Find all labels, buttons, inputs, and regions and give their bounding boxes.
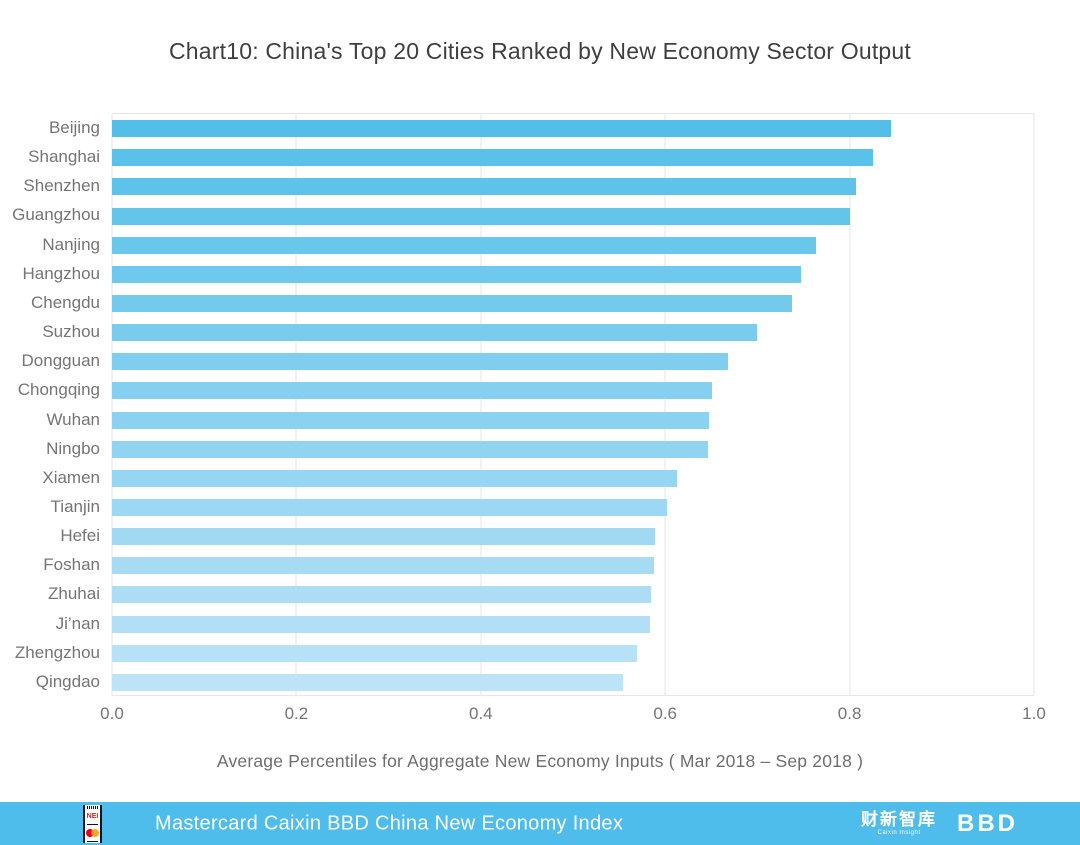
x-axis-ticks: 0.0 0.2 0.4 0.6 0.8 1.0 <box>100 704 1046 728</box>
bar-hefei <box>112 528 656 546</box>
y-axis-labels: Beijing Shanghai Shenzhen Guangzhou Nanjing H… <box>0 113 100 696</box>
x-tick-label: 0.0 <box>100 704 124 723</box>
bar-chengdu <box>112 294 792 312</box>
y-category-label: Wuhan <box>46 409 100 429</box>
bar-jinan <box>112 615 651 633</box>
bar-shanghai <box>112 149 873 167</box>
gridline <box>295 114 297 695</box>
nei-divider <box>87 824 98 825</box>
y-category-label: Zhengzhou <box>14 642 100 662</box>
y-category-label: Zhuhai <box>48 584 100 604</box>
gridline <box>1033 114 1035 695</box>
caixin-insight-logo: 财新智库 Caixin Insight <box>861 809 937 837</box>
bar-xiamen <box>112 469 678 487</box>
footer-index-title: Mastercard Caixin BBD China New Economy … <box>155 812 624 834</box>
y-category-label: Hefei <box>60 526 100 546</box>
y-category-label: Hangzhou <box>22 263 100 283</box>
y-category-label: Tianjin <box>50 496 100 516</box>
bar-suzhou <box>112 324 758 342</box>
x-tick-label: 0.2 <box>284 704 309 723</box>
x-tick-label: 0.6 <box>653 704 678 723</box>
x-tick-label: 1.0 <box>1022 704 1046 723</box>
gridline <box>664 114 666 695</box>
footer-band: Mastercard Caixin BBD China New Economy … <box>0 802 1080 845</box>
bar-zhuhai <box>112 586 652 604</box>
plot-area <box>111 113 1035 696</box>
caixin-logo-subtext: Caixin Insight <box>877 829 921 836</box>
bbd-logo: BBD <box>957 809 1018 837</box>
gridline <box>849 114 851 695</box>
y-category-label: Beijing <box>48 118 100 137</box>
bar-hangzhou <box>112 265 801 283</box>
y-category-label: Ji’nan <box>55 613 100 633</box>
bar-qingdao <box>112 673 623 691</box>
y-category-label: Qingdao <box>35 671 100 691</box>
y-category-label: Chongqing <box>17 380 100 400</box>
y-category-label: Chengdu <box>30 292 100 312</box>
nei-barcode-icon <box>87 806 98 809</box>
mastercard-circles-icon <box>86 829 99 837</box>
x-axis-title: Average Percentiles for Aggregate New Ec… <box>216 751 864 771</box>
x-tick-label: 0.8 <box>837 704 862 723</box>
chart-title: Chart10: China's Top 20 Cities Ranked by… <box>168 38 912 64</box>
gridline <box>111 114 113 695</box>
y-category-label: Dongguan <box>21 351 100 371</box>
bar-guangzhou <box>112 207 850 225</box>
y-category-label: Guangzhou <box>12 205 100 225</box>
bar-wuhan <box>112 411 710 429</box>
y-category-label: Suzhou <box>42 322 100 342</box>
gridline <box>480 114 482 695</box>
bar-chongqing <box>112 382 713 400</box>
caixin-logo-text: 财新智库 <box>861 809 937 829</box>
y-category-label: Xiamen <box>42 467 100 487</box>
bar-ningbo <box>112 440 708 458</box>
bar-foshan <box>112 557 655 575</box>
bar-nanjing <box>112 236 817 254</box>
bar-tianjin <box>112 499 668 517</box>
y-category-label: Ningbo <box>46 438 100 458</box>
nei-mastercard-logo: NEI <box>83 805 102 843</box>
nei-logo-label: NEI <box>86 813 99 820</box>
bar-dongguan <box>112 353 728 371</box>
bar-shenzhen <box>112 178 857 196</box>
footer-logos: 财新智库 Caixin Insight BBD <box>861 809 1018 837</box>
x-tick-label: 0.4 <box>468 704 493 723</box>
bar-beijing <box>112 120 892 138</box>
y-category-label: Nanjing <box>42 234 100 254</box>
y-category-label: Shanghai <box>28 147 100 167</box>
bar-zhengzhou <box>112 644 637 662</box>
nei-divider <box>87 841 98 842</box>
y-category-label: Foshan <box>43 555 100 575</box>
y-category-label: Shenzhen <box>23 176 100 196</box>
